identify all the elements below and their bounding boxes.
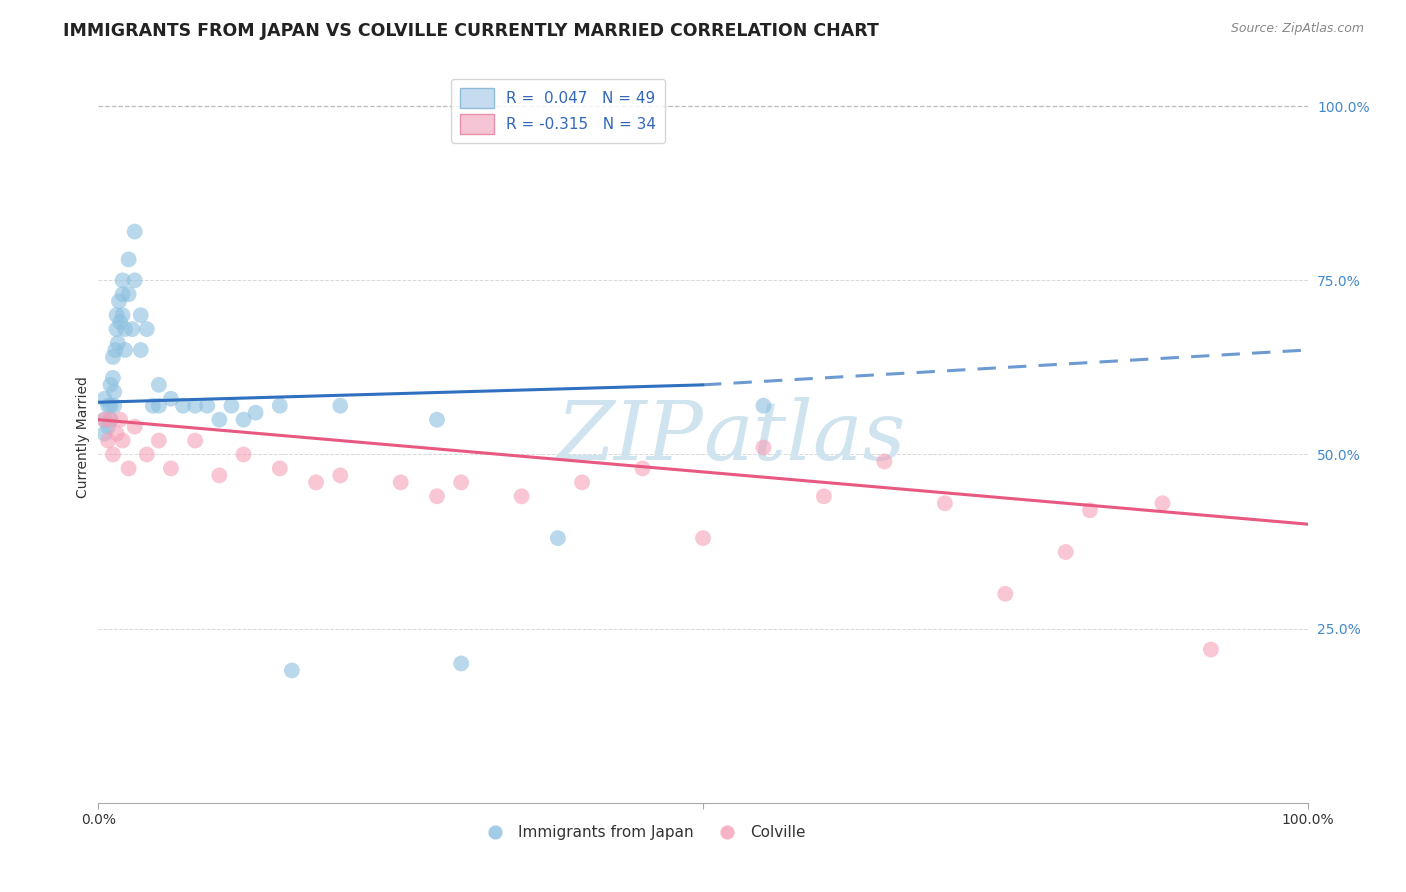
Point [1152,496,1174,510]
Text: atlas: atlas [703,397,905,477]
Point [160,392,183,406]
Point [160,461,183,475]
Point [1054,545,1077,559]
Y-axis label: Currently Married: Currently Married [76,376,90,498]
Point [232,412,254,426]
Point [129,308,152,322]
Legend: Immigrants from Japan, Colville: Immigrants from Japan, Colville [474,819,811,847]
Point [111,273,134,287]
Point [118,461,141,475]
Point [97,434,120,448]
Point [148,434,170,448]
Point [105,426,128,441]
Point [97,419,120,434]
Point [142,399,165,413]
Point [111,308,134,322]
Point [104,343,127,357]
Point [813,489,835,503]
Point [114,322,136,336]
Point [1078,503,1101,517]
Point [208,412,231,426]
Point [692,531,714,545]
Point [101,448,124,462]
Point [135,322,157,336]
Point [148,399,170,413]
Point [93,392,115,406]
Point [129,343,152,357]
Point [100,412,122,426]
Point [124,273,146,287]
Point [124,225,146,239]
Point [93,412,115,426]
Point [873,454,896,468]
Point [221,399,243,413]
Point [232,448,254,462]
Point [124,419,146,434]
Point [195,399,218,413]
Point [101,350,124,364]
Point [108,315,131,329]
Point [111,434,134,448]
Point [101,371,124,385]
Point [108,412,131,426]
Point [172,399,194,413]
Point [281,664,304,678]
Point [107,336,129,351]
Point [135,448,157,462]
Point [100,412,122,426]
Point [571,475,593,490]
Point [752,399,775,413]
Point [100,399,122,413]
Text: Source: ZipAtlas.com: Source: ZipAtlas.com [1230,22,1364,36]
Point [118,287,141,301]
Point [97,399,120,413]
Point [148,377,170,392]
Point [389,475,412,490]
Point [450,475,472,490]
Point [329,468,352,483]
Text: IMMIGRANTS FROM JAPAN VS COLVILLE CURRENTLY MARRIED CORRELATION CHART: IMMIGRANTS FROM JAPAN VS COLVILLE CURREN… [63,22,879,40]
Point [752,441,775,455]
Point [184,399,207,413]
Point [305,475,328,490]
Point [105,322,128,336]
Point [1199,642,1222,657]
Point [103,399,125,413]
Point [100,377,122,392]
Point [426,412,449,426]
Point [118,252,141,267]
Point [93,426,115,441]
Point [103,384,125,399]
Point [329,399,352,413]
Text: ZIP: ZIP [557,397,703,477]
Point [547,531,569,545]
Point [631,461,654,475]
Point [184,434,207,448]
Point [510,489,533,503]
Point [114,343,136,357]
Point [105,308,128,322]
Point [108,294,131,309]
Point [450,657,472,671]
Point [245,406,267,420]
Point [121,322,143,336]
Point [934,496,956,510]
Point [111,287,134,301]
Point [269,461,291,475]
Point [269,399,291,413]
Point [93,412,115,426]
Point [208,468,231,483]
Point [426,489,449,503]
Point [994,587,1017,601]
